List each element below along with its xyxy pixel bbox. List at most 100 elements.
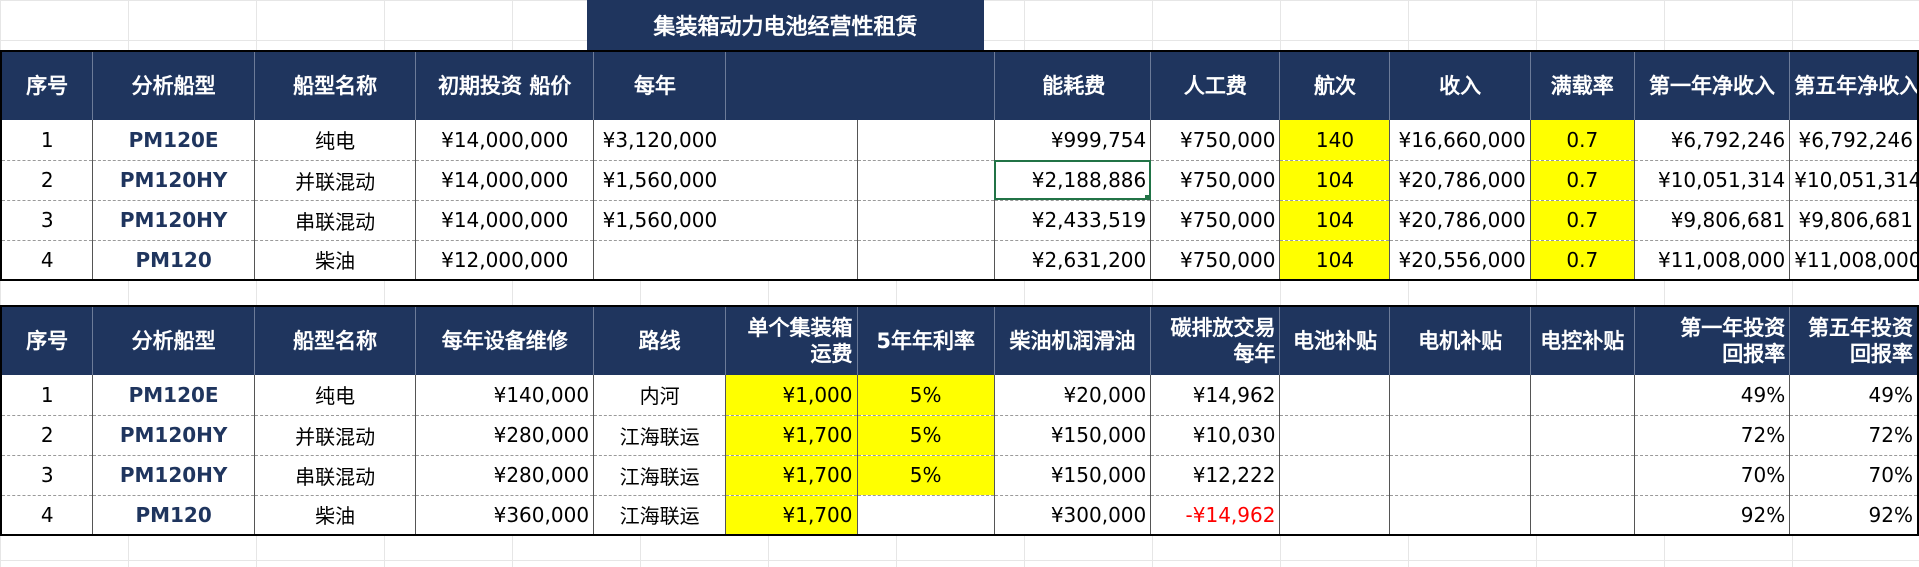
t1-header-initial-investment[interactable]: 初期投资 船价 [415, 51, 595, 120]
t1-cell-model[interactable]: PM120HY [92, 160, 255, 201]
t1-header-index[interactable]: 序号 [0, 51, 94, 120]
t2-cell-roi-y1[interactable]: 49% [1633, 375, 1791, 416]
t1-header-energy-cost[interactable]: 能耗费 [993, 51, 1152, 120]
t2-cell-route[interactable]: 江海联运 [593, 415, 727, 456]
t1-header-income[interactable]: 收入 [1389, 51, 1531, 120]
t1-cell-ship-name[interactable]: 并联混动 [253, 160, 417, 201]
t1-cell-model[interactable]: PM120HY [92, 200, 255, 241]
t2-cell-ecu-subsidy[interactable] [1529, 495, 1635, 536]
t2-cell-carbon-trading[interactable]: ¥10,030 [1150, 415, 1281, 456]
t1-cell-per-year[interactable] [593, 240, 726, 281]
t2-cell-battery-subsidy[interactable] [1279, 375, 1391, 416]
t1-cell-index[interactable]: 3 [0, 200, 94, 241]
t2-cell-maintenance[interactable]: ¥140,000 [415, 375, 595, 416]
t2-cell-lubricant[interactable]: ¥20,000 [993, 375, 1152, 416]
t2-cell-maintenance[interactable]: ¥360,000 [415, 495, 595, 536]
t2-cell-index[interactable]: 2 [0, 415, 94, 456]
t1-cell-ship-name[interactable]: 串联混动 [253, 200, 417, 241]
t1-cell-load-rate[interactable]: 0.7 [1529, 200, 1635, 241]
t2-header-roi-y1[interactable]: 第一年投资 回报率 [1633, 306, 1791, 375]
t1-header-model[interactable]: 分析船型 [92, 51, 255, 120]
t1-cell-energy-cost[interactable]: ¥2,188,886 [993, 160, 1152, 201]
t1-header-net-income-y1[interactable]: 第一年净收入 [1633, 51, 1791, 120]
t2-cell-interest-rate[interactable] [856, 495, 995, 536]
t2-cell-route[interactable]: 内河 [593, 375, 727, 416]
t1-cell-net-income-y1[interactable]: ¥6,792,246 [1633, 120, 1791, 161]
t2-cell-carbon-trading[interactable]: ¥14,962 [1150, 375, 1281, 416]
t1-cell-net-income-y1[interactable]: ¥11,008,000 [1633, 240, 1791, 281]
t1-cell-voyages[interactable]: 104 [1279, 200, 1391, 241]
t1-cell-per-year[interactable]: ¥1,560,000 [593, 200, 726, 241]
t2-header-roi-y5[interactable]: 第五年投资 回报率 [1789, 306, 1919, 375]
t1-cell-model[interactable]: PM120E [92, 120, 255, 161]
t1-cell-load-rate[interactable]: 0.7 [1529, 120, 1635, 161]
t1-cell-initial-investment[interactable]: ¥12,000,000 [415, 240, 595, 281]
t1-header-voyages[interactable]: 航次 [1279, 51, 1391, 120]
t2-cell-interest-rate[interactable]: 5% [856, 415, 995, 456]
t1-cell-labor-cost[interactable]: ¥750,000 [1150, 240, 1281, 281]
t2-header-route[interactable]: 路线 [593, 306, 727, 375]
t1-header-blank-2[interactable] [857, 51, 995, 120]
t2-cell-route[interactable]: 江海联运 [593, 495, 727, 536]
t1-cell-energy-cost[interactable]: ¥2,631,200 [993, 240, 1152, 281]
t1-cell-initial-investment[interactable]: ¥14,000,000 [415, 120, 595, 161]
t1-cell-blank-1[interactable] [725, 200, 858, 241]
t1-cell-index[interactable]: 2 [0, 160, 94, 201]
t2-cell-roi-y5[interactable]: 70% [1789, 455, 1919, 496]
t1-cell-energy-cost[interactable]: ¥999,754 [993, 120, 1152, 161]
t2-cell-roi-y1[interactable]: 70% [1633, 455, 1791, 496]
t2-cell-roi-y5[interactable]: 72% [1789, 415, 1919, 456]
t1-cell-net-income-y5[interactable]: ¥11,008,000 [1789, 240, 1919, 281]
t1-header-load-rate[interactable]: 满载率 [1529, 51, 1635, 120]
t2-cell-ecu-subsidy[interactable] [1529, 375, 1635, 416]
t2-cell-motor-subsidy[interactable] [1389, 495, 1531, 536]
t2-cell-roi-y1[interactable]: 72% [1633, 415, 1791, 456]
t1-cell-income[interactable]: ¥20,556,000 [1389, 240, 1531, 281]
t2-cell-container-freight[interactable]: ¥1,000 [725, 375, 858, 416]
t1-cell-initial-investment[interactable]: ¥14,000,000 [415, 200, 595, 241]
t2-cell-index[interactable]: 4 [0, 495, 94, 536]
t2-cell-motor-subsidy[interactable] [1389, 455, 1531, 496]
t1-cell-ship-name[interactable]: 纯电 [253, 120, 417, 161]
t2-cell-container-freight[interactable]: ¥1,700 [725, 415, 858, 456]
t1-cell-net-income-y5[interactable]: ¥9,806,681 [1789, 200, 1919, 241]
t2-cell-maintenance[interactable]: ¥280,000 [415, 415, 595, 456]
t1-cell-income[interactable]: ¥20,786,000 [1389, 200, 1531, 241]
t2-header-motor-subsidy[interactable]: 电机补贴 [1389, 306, 1531, 375]
t1-cell-per-year[interactable]: ¥3,120,000 [593, 120, 726, 161]
t2-cell-ship-name[interactable]: 柴油 [253, 495, 417, 536]
t2-header-ship-name[interactable]: 船型名称 [253, 306, 417, 375]
t1-cell-index[interactable]: 1 [0, 120, 94, 161]
t1-header-ship-name[interactable]: 船型名称 [253, 51, 417, 120]
t2-cell-roi-y1[interactable]: 92% [1633, 495, 1791, 536]
t2-cell-carbon-trading[interactable]: ¥12,222 [1150, 455, 1281, 496]
t2-cell-container-freight[interactable]: ¥1,700 [725, 455, 858, 496]
t1-cell-energy-cost[interactable]: ¥2,433,519 [993, 200, 1152, 241]
t1-cell-model[interactable]: PM120 [92, 240, 255, 281]
t2-cell-ecu-subsidy[interactable] [1529, 415, 1635, 456]
t2-cell-container-freight[interactable]: ¥1,700 [725, 495, 858, 536]
t1-cell-index[interactable]: 4 [0, 240, 94, 281]
t2-cell-roi-y5[interactable]: 49% [1789, 375, 1919, 416]
t2-cell-interest-rate[interactable]: 5% [856, 375, 995, 416]
t1-cell-income[interactable]: ¥16,660,000 [1389, 120, 1531, 161]
t2-cell-index[interactable]: 3 [0, 455, 94, 496]
t1-cell-labor-cost[interactable]: ¥750,000 [1150, 120, 1281, 161]
t1-cell-voyages[interactable]: 140 [1279, 120, 1391, 161]
t2-cell-ship-name[interactable]: 纯电 [253, 375, 417, 416]
t1-cell-per-year[interactable]: ¥1,560,000 [593, 160, 726, 201]
t1-cell-net-income-y1[interactable]: ¥10,051,314 [1633, 160, 1791, 201]
t2-header-carbon-trading[interactable]: 碳排放交易 每年 [1150, 306, 1281, 375]
t1-cell-initial-investment[interactable]: ¥14,000,000 [415, 160, 595, 201]
t2-header-container-freight[interactable]: 单个集装箱 运费 [725, 306, 858, 375]
t1-cell-load-rate[interactable]: 0.7 [1529, 240, 1635, 281]
t1-cell-voyages[interactable]: 104 [1279, 240, 1391, 281]
t1-cell-labor-cost[interactable]: ¥750,000 [1150, 200, 1281, 241]
t2-header-maintenance[interactable]: 每年设备维修 [415, 306, 595, 375]
t1-cell-blank-1[interactable] [725, 160, 858, 201]
t2-cell-model[interactable]: PM120HY [92, 415, 255, 456]
t1-cell-labor-cost[interactable]: ¥750,000 [1150, 160, 1281, 201]
t2-cell-interest-rate[interactable]: 5% [856, 455, 995, 496]
t2-cell-model[interactable]: PM120E [92, 375, 255, 416]
t1-cell-blank-1[interactable] [725, 240, 858, 281]
